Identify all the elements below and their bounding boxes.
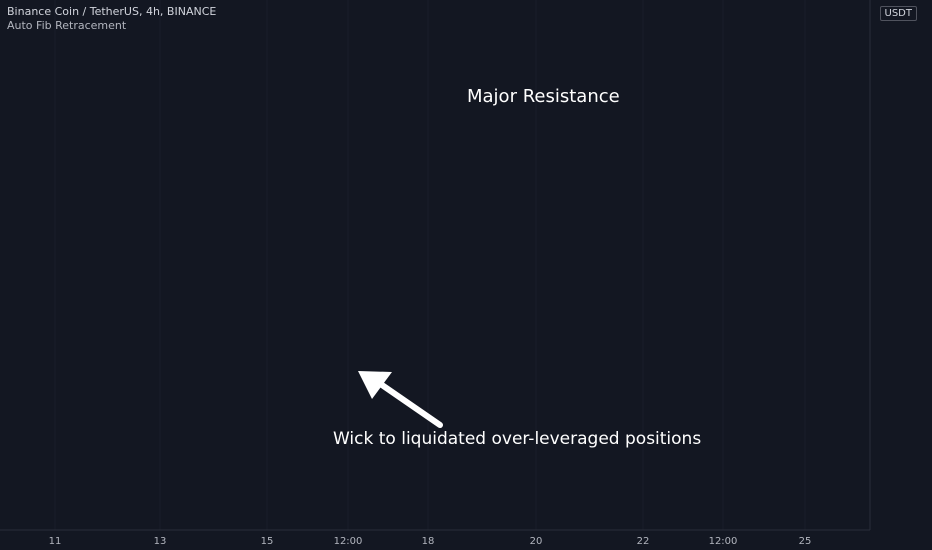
x-tick-label: 15 xyxy=(261,536,274,547)
currency-badge[interactable]: USDT xyxy=(879,6,917,21)
arrow-shaft xyxy=(379,382,443,428)
x-tick-label: 25 xyxy=(799,536,812,547)
major-resistance-annotation: Major Resistance xyxy=(467,86,620,107)
symbol-title[interactable]: Binance Coin / TetherUS, 4h, BINANCE xyxy=(7,5,217,18)
time-axis[interactable]: 11 13 15 12:00 18 20 22 12:00 25 xyxy=(0,529,870,547)
chart-legend: Binance Coin / TetherUS, 4h, BINANCE Aut… xyxy=(7,5,216,33)
wick-annotation: Wick to liquidated over-leveraged positi… xyxy=(333,429,702,449)
x-tick-label: 12:00 xyxy=(709,536,738,547)
annotation-arrow xyxy=(358,371,443,428)
x-tick-label: 11 xyxy=(49,536,62,547)
x-tick-label: 13 xyxy=(154,536,167,547)
x-tick-label: 18 xyxy=(422,536,435,547)
price-axis[interactable]: 380.0390.0400.0410.0420.0430.0440.0450.0… xyxy=(869,0,912,530)
arrow-head xyxy=(358,371,392,399)
x-tick-label: 12:00 xyxy=(334,536,363,547)
x-tick-label: 20 xyxy=(530,536,543,547)
indicator-title[interactable]: Auto Fib Retracement xyxy=(7,19,127,32)
grid-lines xyxy=(0,0,870,530)
x-tick-label: 22 xyxy=(637,536,650,547)
